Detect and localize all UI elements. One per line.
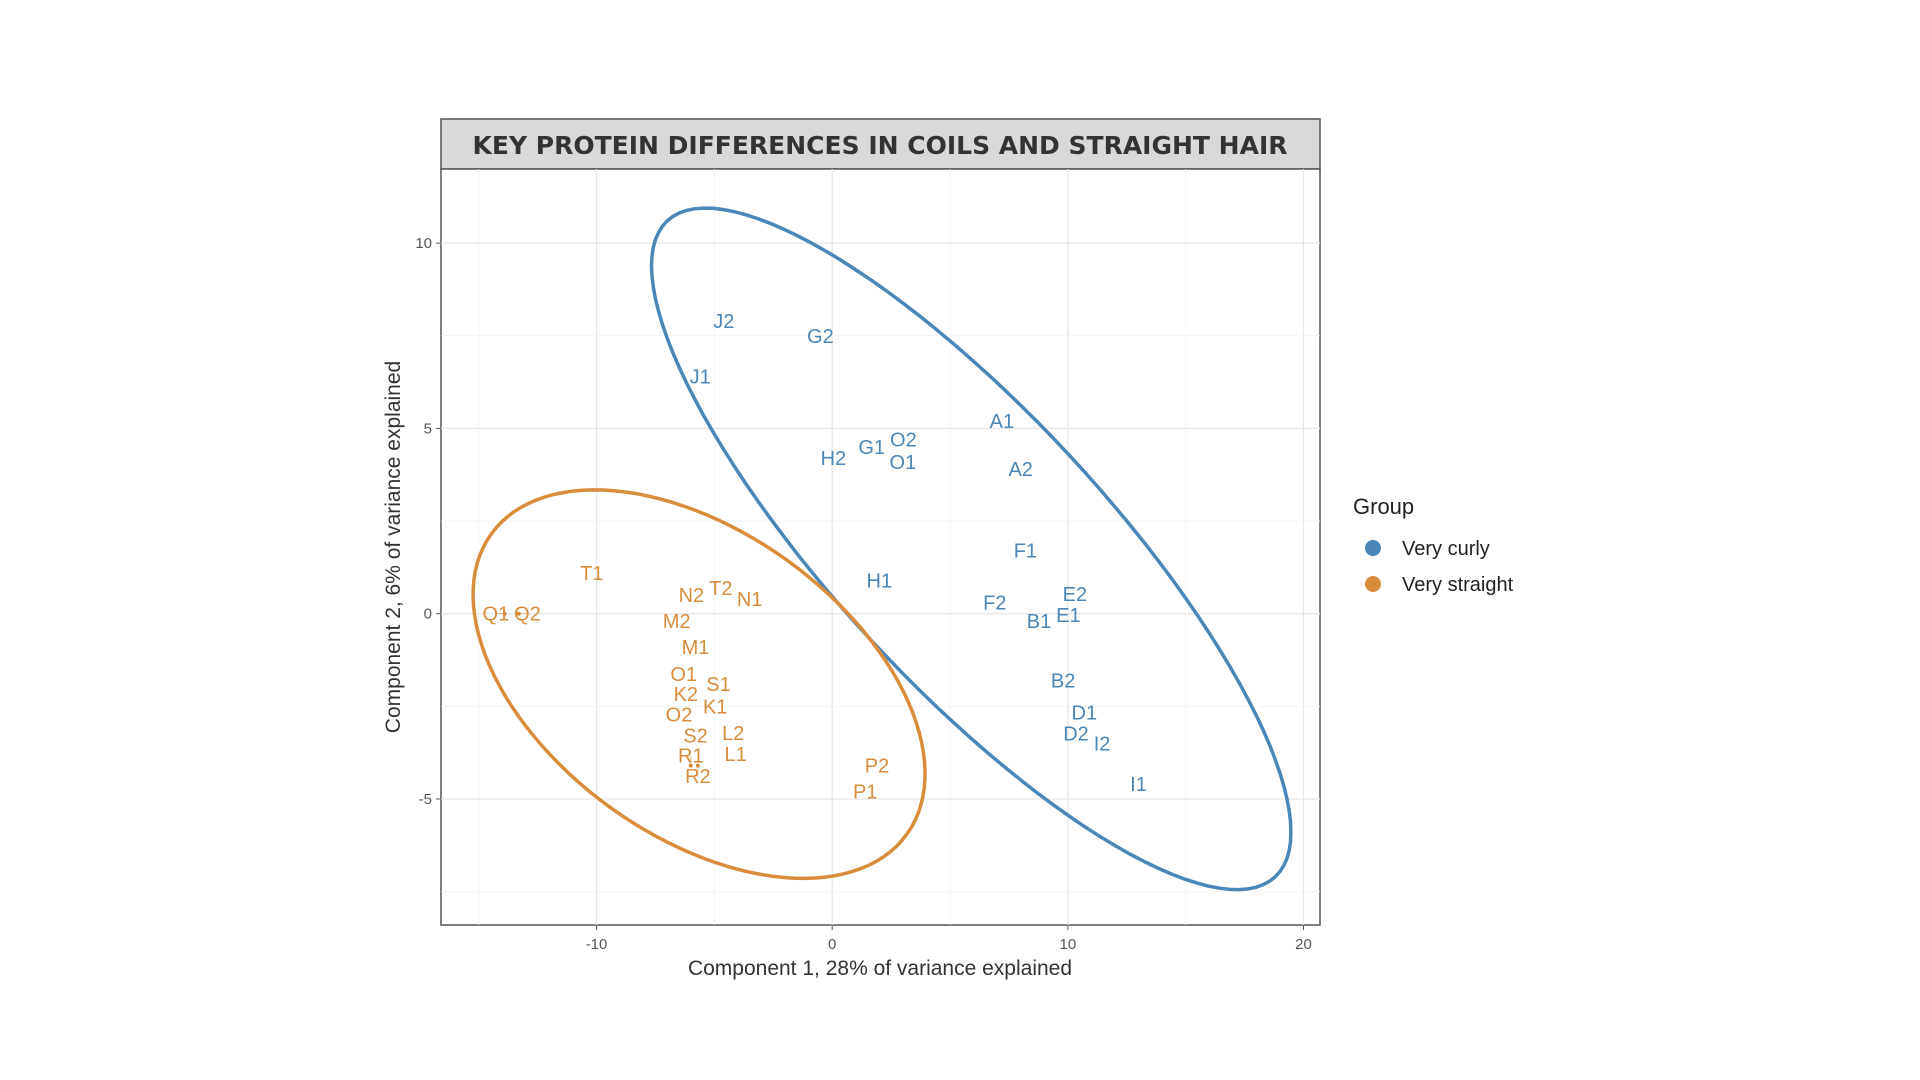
point-label: O1 (670, 664, 697, 686)
point-label: R1 (678, 746, 704, 768)
point-label: F2 (983, 593, 1006, 615)
legend-label-very-curly: Very curly (1402, 538, 1490, 560)
point-label: B1 (1027, 611, 1051, 633)
plot-panel (440, 168, 1321, 926)
point-label: T2 (709, 578, 732, 600)
point-label: T1 (580, 563, 603, 585)
point-label: D2 (1063, 724, 1089, 746)
x-tick-label: 20 (1295, 936, 1312, 953)
y-tick-label: 5 (424, 420, 432, 437)
point-label: P2 (865, 756, 889, 778)
point-label: D1 (1072, 703, 1098, 725)
point-label: I1 (1130, 774, 1147, 796)
x-tick-label: 10 (1060, 936, 1077, 953)
point-label: G1 (858, 437, 885, 459)
y-axis-title: Component 2, 6% of variance explained (382, 361, 405, 733)
legend-marker-very-curly (1365, 540, 1381, 556)
point-label: L1 (724, 744, 746, 766)
point-label: K2 (674, 684, 698, 706)
ellipse-very-curly (649, 206, 1293, 892)
point-label: N1 (737, 589, 763, 611)
point-label: O2 (890, 430, 917, 452)
title-strip (440, 118, 1321, 170)
y-tick-label: 0 (424, 606, 432, 623)
legend-label-very-straight: Very straight (1402, 574, 1514, 596)
grid (441, 169, 1320, 925)
point-label: E1 (1056, 605, 1080, 627)
point-label: H2 (821, 448, 847, 470)
point-label: S1 (706, 674, 730, 696)
label-leader-lines (495, 611, 700, 777)
point-label: A1 (990, 411, 1014, 433)
point-label: S2 (683, 725, 707, 747)
y-tick-label: -5 (419, 791, 432, 808)
point-label: N2 (679, 585, 705, 607)
point-label: Q2 (514, 604, 541, 626)
x-axis-title: Component 1, 28% of variance explained (688, 957, 1072, 980)
legend-title: Group (1353, 494, 1414, 519)
point-label: I2 (1094, 733, 1111, 755)
point-marker (688, 763, 693, 768)
point-label: L2 (722, 723, 744, 745)
confidence-ellipses (471, 206, 1293, 892)
point-label: O1 (890, 452, 917, 474)
point-label: K1 (703, 696, 727, 718)
point-label: H1 (867, 570, 893, 592)
point-label: J1 (690, 367, 711, 389)
ellipse-very-straight (471, 488, 927, 881)
axis-ticks: -10 0 10 20 -5 0 5 10 (415, 235, 1312, 953)
point-label: A2 (1008, 459, 1032, 481)
point-label: M1 (682, 637, 710, 659)
point-marker (516, 611, 521, 616)
y-tick-label: 10 (415, 235, 432, 252)
chart-title: KEY PROTEIN DIFFERENCES IN COILS AND STR… (473, 131, 1288, 160)
x-tick-label: -10 (586, 936, 608, 953)
legend-marker-very-straight (1365, 576, 1381, 592)
point-label: M2 (663, 611, 691, 633)
point-marker (695, 763, 700, 768)
point-label: Q1 (483, 604, 510, 626)
point-label: R2 (685, 766, 711, 788)
point-label: J2 (713, 311, 734, 333)
point-label: P1 (853, 782, 877, 804)
x-tick-label: 0 (828, 936, 836, 953)
point-label: F1 (1014, 541, 1037, 563)
point-label: O2 (666, 704, 693, 726)
point-marker (502, 611, 507, 616)
point-label: B2 (1051, 670, 1075, 692)
point-label: G2 (807, 326, 834, 348)
point-label: E2 (1063, 584, 1087, 606)
legend: Group Very curly Very straight (1353, 494, 1514, 596)
